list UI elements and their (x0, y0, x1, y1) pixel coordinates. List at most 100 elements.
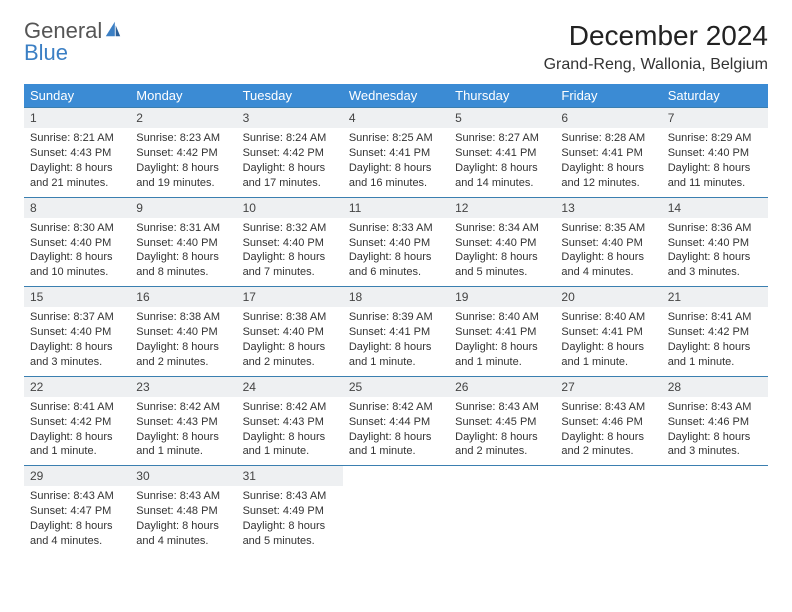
day-info-row: Sunrise: 8:41 AMSunset: 4:42 PMDaylight:… (24, 397, 768, 466)
day-number-cell: 5 (449, 108, 555, 129)
calendar-table: SundayMondayTuesdayWednesdayThursdayFrid… (24, 84, 768, 555)
day-info-cell: Sunrise: 8:42 AMSunset: 4:43 PMDaylight:… (237, 397, 343, 466)
day-number-cell: 27 (555, 376, 661, 397)
daylight-line: Daylight: 8 hours and 4 minutes. (561, 250, 655, 280)
daylight-line: Daylight: 8 hours and 17 minutes. (243, 161, 337, 191)
day-number-row: 22232425262728 (24, 376, 768, 397)
sunrise-line: Sunrise: 8:33 AM (349, 221, 443, 236)
title-block: December 2024 Grand-Reng, Wallonia, Belg… (544, 20, 768, 74)
sunrise-line: Sunrise: 8:23 AM (136, 131, 230, 146)
day-number-cell: 1 (24, 108, 130, 129)
weekday-header: Monday (130, 84, 236, 108)
day-info-cell: Sunrise: 8:35 AMSunset: 4:40 PMDaylight:… (555, 218, 661, 287)
daylight-line: Daylight: 8 hours and 4 minutes. (30, 519, 124, 549)
sunset-line: Sunset: 4:40 PM (349, 236, 443, 251)
sunrise-line: Sunrise: 8:38 AM (243, 310, 337, 325)
sunrise-line: Sunrise: 8:24 AM (243, 131, 337, 146)
sunrise-line: Sunrise: 8:43 AM (30, 489, 124, 504)
sunset-line: Sunset: 4:40 PM (455, 236, 549, 251)
daylight-line: Daylight: 8 hours and 3 minutes. (668, 430, 762, 460)
sunset-line: Sunset: 4:46 PM (668, 415, 762, 430)
day-number-cell: 6 (555, 108, 661, 129)
sunset-line: Sunset: 4:41 PM (561, 325, 655, 340)
day-info-cell: Sunrise: 8:41 AMSunset: 4:42 PMDaylight:… (24, 397, 130, 466)
daylight-line: Daylight: 8 hours and 5 minutes. (243, 519, 337, 549)
daylight-line: Daylight: 8 hours and 2 minutes. (455, 430, 549, 460)
daylight-line: Daylight: 8 hours and 1 minute. (30, 430, 124, 460)
day-number-cell: 2 (130, 108, 236, 129)
day-info-cell: Sunrise: 8:34 AMSunset: 4:40 PMDaylight:… (449, 218, 555, 287)
daylight-line: Daylight: 8 hours and 11 minutes. (668, 161, 762, 191)
logo-sail-icon (104, 20, 122, 42)
logo: General Blue (24, 20, 122, 64)
day-number-cell: 4 (343, 108, 449, 129)
sunrise-line: Sunrise: 8:35 AM (561, 221, 655, 236)
daylight-line: Daylight: 8 hours and 4 minutes. (136, 519, 230, 549)
sunrise-line: Sunrise: 8:32 AM (243, 221, 337, 236)
sunset-line: Sunset: 4:45 PM (455, 415, 549, 430)
sunrise-line: Sunrise: 8:43 AM (243, 489, 337, 504)
daylight-line: Daylight: 8 hours and 19 minutes. (136, 161, 230, 191)
day-number-cell: 24 (237, 376, 343, 397)
sunrise-line: Sunrise: 8:25 AM (349, 131, 443, 146)
daylight-line: Daylight: 8 hours and 12 minutes. (561, 161, 655, 191)
daylight-line: Daylight: 8 hours and 16 minutes. (349, 161, 443, 191)
sunset-line: Sunset: 4:43 PM (30, 146, 124, 161)
day-number-row: 15161718192021 (24, 287, 768, 308)
day-number-cell (555, 466, 661, 487)
day-info-cell: Sunrise: 8:43 AMSunset: 4:46 PMDaylight:… (555, 397, 661, 466)
day-number-cell: 29 (24, 466, 130, 487)
daylight-line: Daylight: 8 hours and 21 minutes. (30, 161, 124, 191)
day-number-cell: 31 (237, 466, 343, 487)
sunrise-line: Sunrise: 8:29 AM (668, 131, 762, 146)
weekday-header: Thursday (449, 84, 555, 108)
day-info-cell: Sunrise: 8:42 AMSunset: 4:43 PMDaylight:… (130, 397, 236, 466)
sunrise-line: Sunrise: 8:31 AM (136, 221, 230, 236)
day-info-cell: Sunrise: 8:41 AMSunset: 4:42 PMDaylight:… (662, 307, 768, 376)
day-number-cell: 21 (662, 287, 768, 308)
day-number-cell: 13 (555, 197, 661, 218)
day-info-cell: Sunrise: 8:30 AMSunset: 4:40 PMDaylight:… (24, 218, 130, 287)
day-number-cell: 11 (343, 197, 449, 218)
sunrise-line: Sunrise: 8:41 AM (30, 400, 124, 415)
day-number-cell: 3 (237, 108, 343, 129)
sunset-line: Sunset: 4:40 PM (30, 236, 124, 251)
sunset-line: Sunset: 4:48 PM (136, 504, 230, 519)
sunset-line: Sunset: 4:42 PM (668, 325, 762, 340)
day-info-cell (662, 486, 768, 554)
day-number-row: 293031 (24, 466, 768, 487)
sunrise-line: Sunrise: 8:37 AM (30, 310, 124, 325)
daylight-line: Daylight: 8 hours and 6 minutes. (349, 250, 443, 280)
day-number-cell (343, 466, 449, 487)
sunset-line: Sunset: 4:40 PM (136, 236, 230, 251)
day-number-cell: 28 (662, 376, 768, 397)
day-info-cell: Sunrise: 8:42 AMSunset: 4:44 PMDaylight:… (343, 397, 449, 466)
sunset-line: Sunset: 4:40 PM (243, 325, 337, 340)
day-info-cell: Sunrise: 8:27 AMSunset: 4:41 PMDaylight:… (449, 128, 555, 197)
weekday-header: Sunday (24, 84, 130, 108)
day-info-cell (343, 486, 449, 554)
sunrise-line: Sunrise: 8:43 AM (136, 489, 230, 504)
daylight-line: Daylight: 8 hours and 7 minutes. (243, 250, 337, 280)
daylight-line: Daylight: 8 hours and 1 minute. (243, 430, 337, 460)
sunset-line: Sunset: 4:42 PM (136, 146, 230, 161)
sunset-line: Sunset: 4:40 PM (243, 236, 337, 251)
day-number-row: 891011121314 (24, 197, 768, 218)
day-info-cell (555, 486, 661, 554)
day-info-cell: Sunrise: 8:28 AMSunset: 4:41 PMDaylight:… (555, 128, 661, 197)
location-text: Grand-Reng, Wallonia, Belgium (544, 56, 768, 74)
day-number-cell: 16 (130, 287, 236, 308)
day-info-cell: Sunrise: 8:24 AMSunset: 4:42 PMDaylight:… (237, 128, 343, 197)
daylight-line: Daylight: 8 hours and 3 minutes. (30, 340, 124, 370)
sunset-line: Sunset: 4:40 PM (30, 325, 124, 340)
day-number-cell: 19 (449, 287, 555, 308)
sunrise-line: Sunrise: 8:27 AM (455, 131, 549, 146)
sunset-line: Sunset: 4:41 PM (349, 325, 443, 340)
logo-text-top: General (24, 20, 102, 42)
day-number-cell: 26 (449, 376, 555, 397)
day-number-cell: 23 (130, 376, 236, 397)
sunrise-line: Sunrise: 8:30 AM (30, 221, 124, 236)
day-info-cell: Sunrise: 8:38 AMSunset: 4:40 PMDaylight:… (237, 307, 343, 376)
day-info-cell: Sunrise: 8:40 AMSunset: 4:41 PMDaylight:… (449, 307, 555, 376)
sunrise-line: Sunrise: 8:21 AM (30, 131, 124, 146)
